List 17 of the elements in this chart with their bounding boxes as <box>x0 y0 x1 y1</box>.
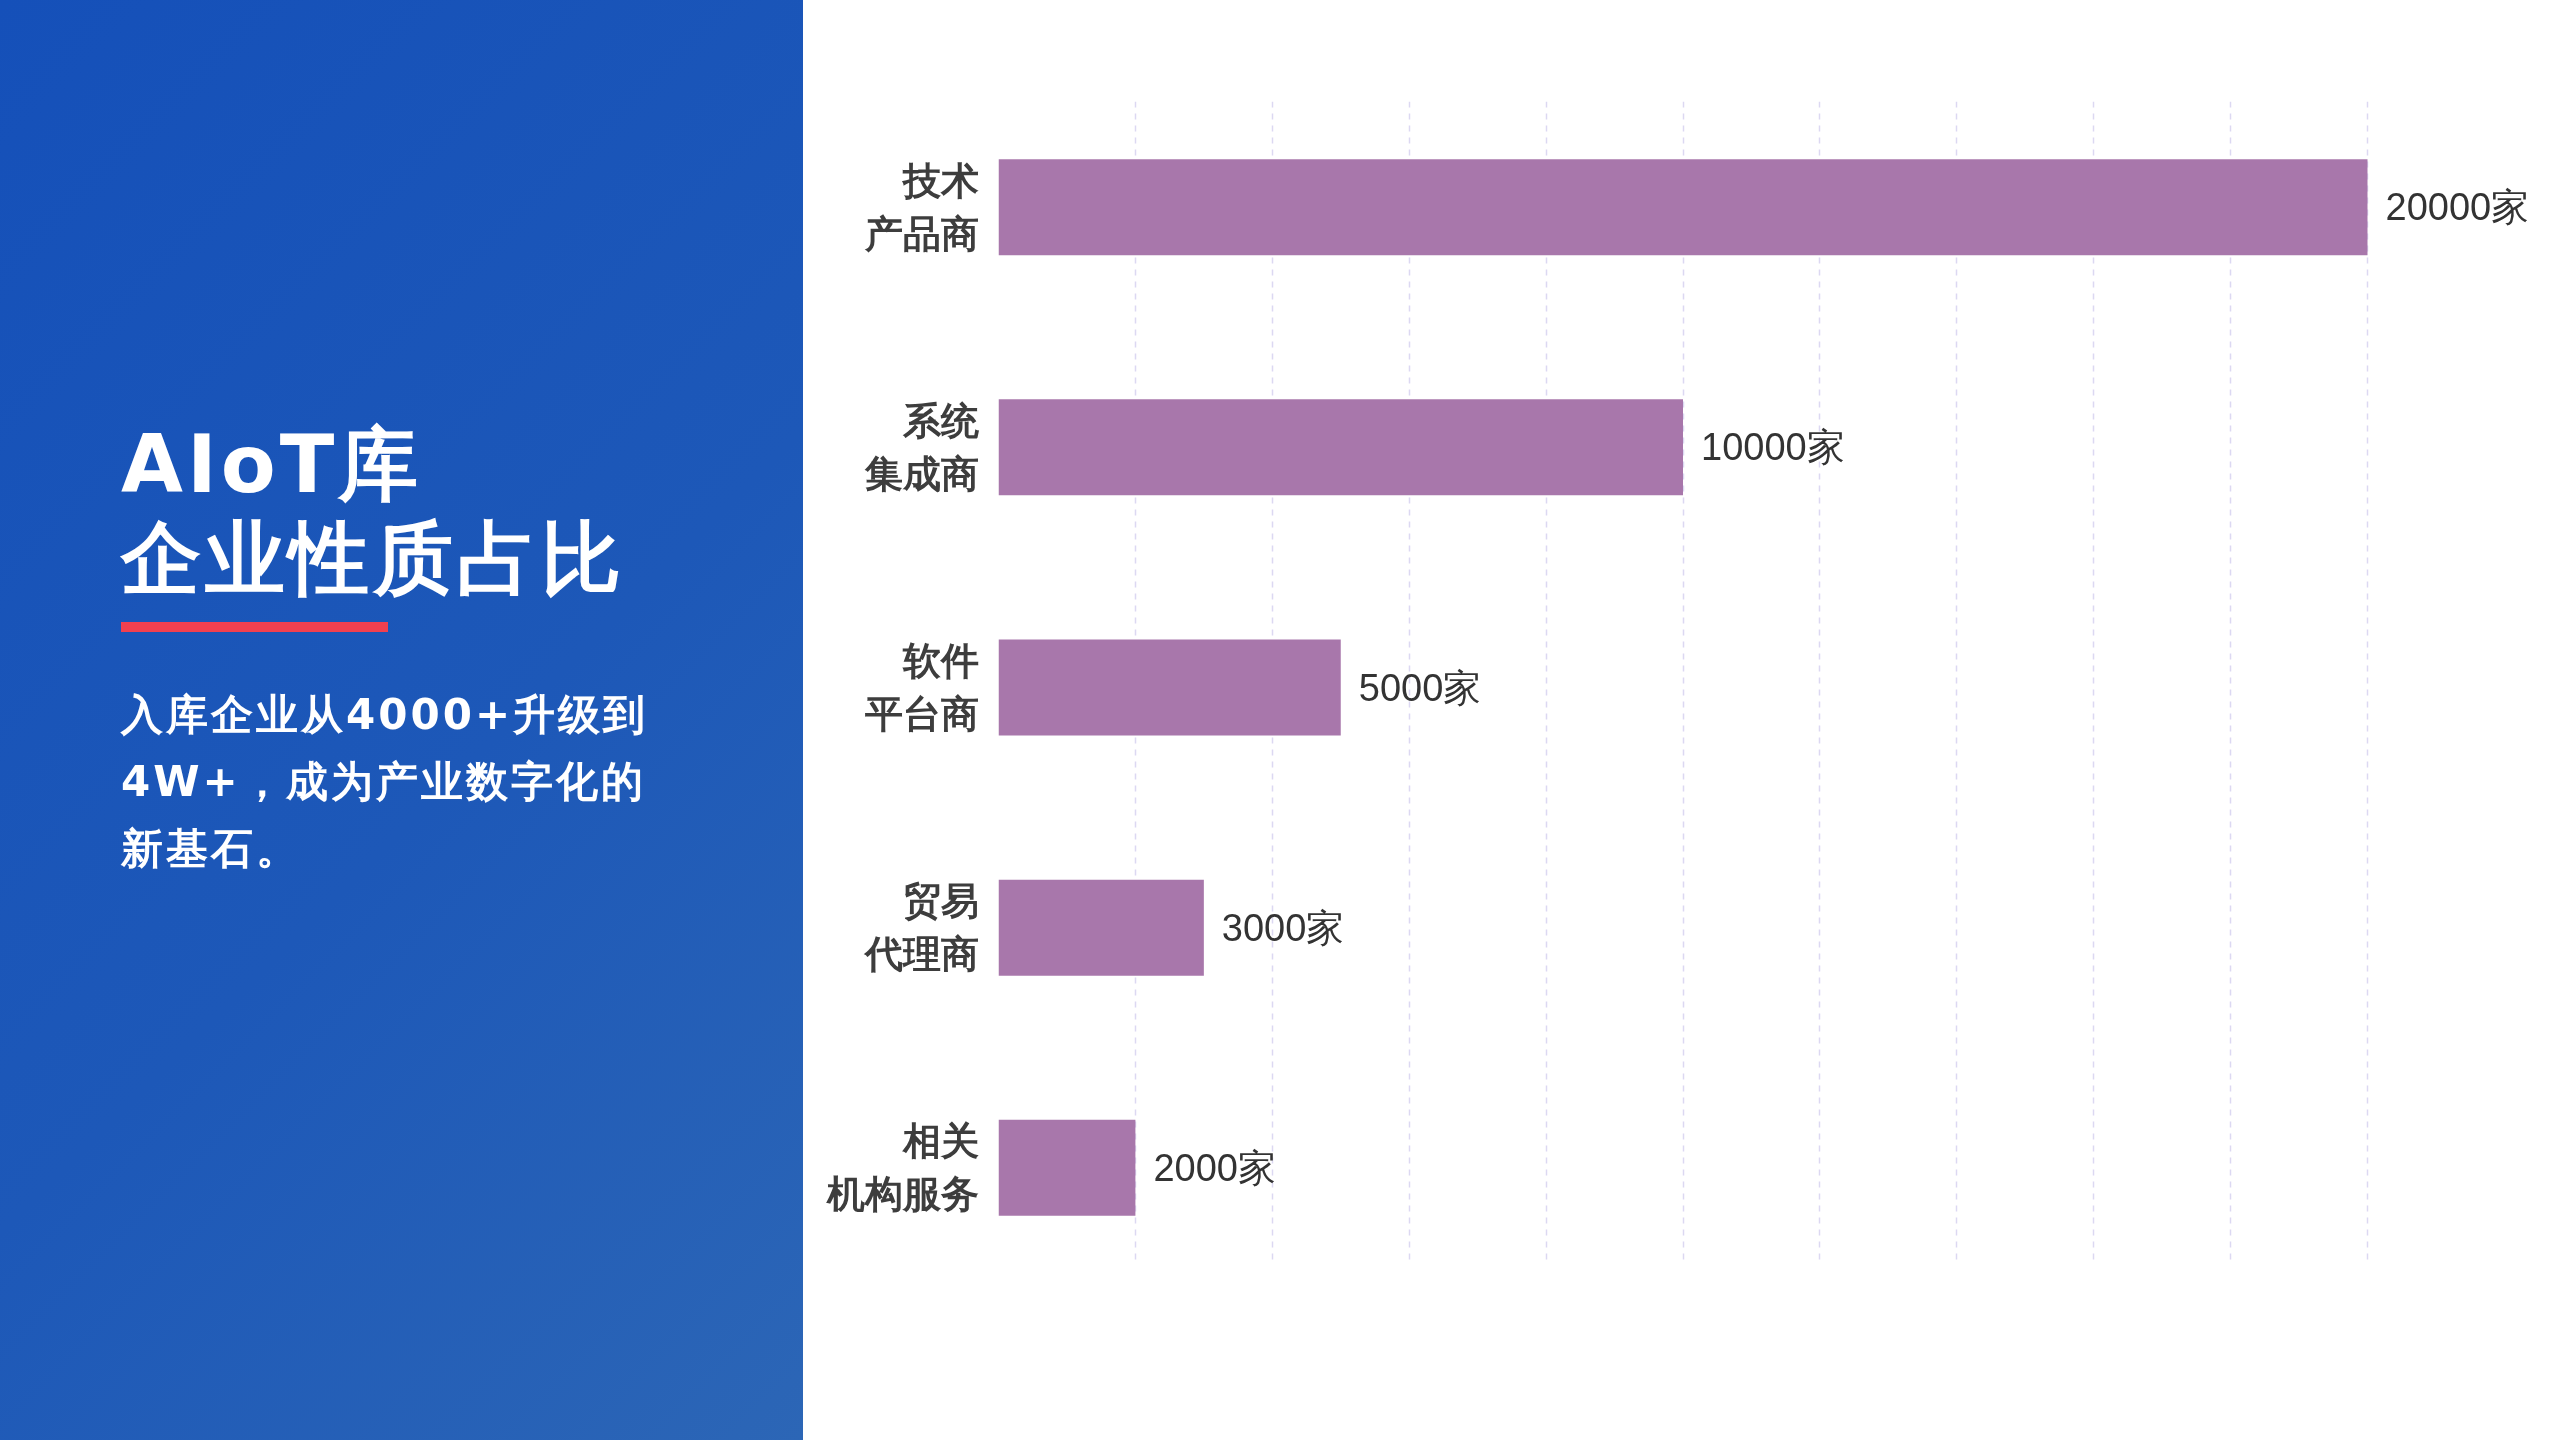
text: AIoT库企业性质占比 <box>121 418 626 606</box>
bar <box>998 159 2368 256</box>
y-tick-label: 贸易代理商 <box>862 879 979 977</box>
data-label: 3000家 <box>1221 906 1345 949</box>
data-label: 2000家 <box>1153 1146 1276 1189</box>
y-tick-label: 软件平台商 <box>864 639 979 736</box>
data-label: 5000家 <box>1358 666 1482 709</box>
bar <box>998 399 1683 496</box>
bar <box>998 879 1204 976</box>
y-tick-label: 技术产品商 <box>863 158 979 256</box>
y-tick-label: 系统集成商 <box>863 398 979 496</box>
y-tick-label: 相关机构服务 <box>825 1119 979 1217</box>
data-label: 20000家 <box>2385 186 2530 229</box>
text: 入库企业从4000+升级到4W+，成为产业数字化的新基石。 <box>121 689 650 875</box>
bar <box>998 1119 1136 1216</box>
bar <box>998 639 1341 736</box>
data-label: 10000家 <box>1701 426 1845 469</box>
